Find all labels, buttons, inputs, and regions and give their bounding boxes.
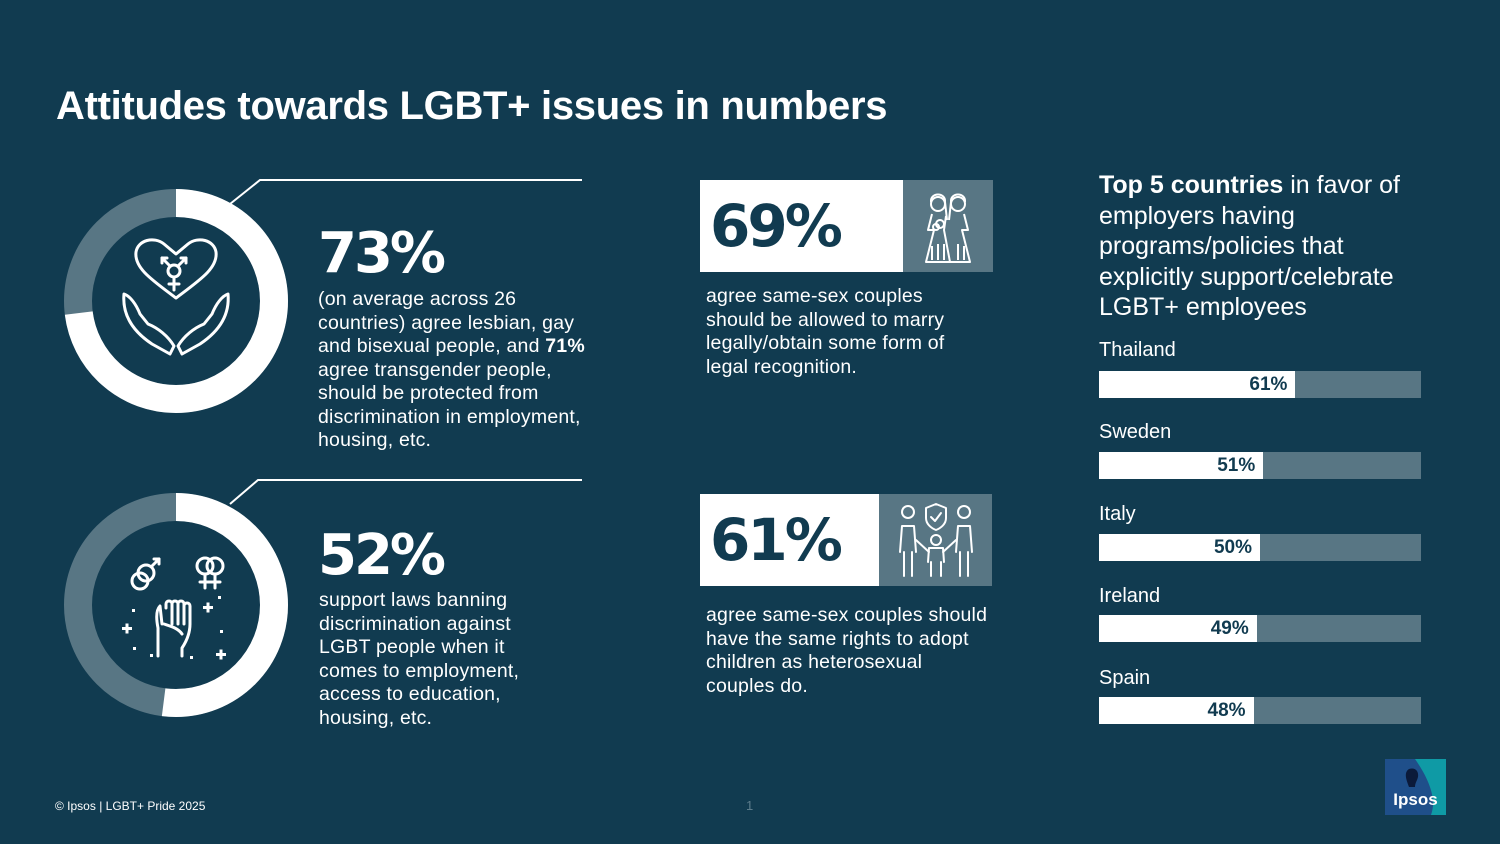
top-countries-heading-rest: in favor of employers having programs/po… [1099, 171, 1401, 321]
callout-line [229, 179, 582, 205]
donut-value-arc [64, 189, 288, 413]
stat-1-percent: 73% [318, 221, 446, 286]
bar-fill: 51% [1099, 452, 1264, 479]
bar-track: 48% [1099, 697, 1421, 724]
bar-track: 49% [1099, 615, 1421, 642]
country-name: Ireland [1099, 585, 1161, 607]
top-countries-heading: Top 5 countries in favor of employers ha… [1099, 170, 1439, 323]
logo-text: Ipsos [1393, 790, 1437, 809]
stat-4-icon-box [879, 494, 992, 586]
country-name: Thailand [1099, 339, 1176, 361]
stat-1-text-bold: 71% [545, 335, 585, 357]
two-brides-icon [925, 193, 971, 263]
stat-1-text-a: (on average across 26 countries) agree l… [318, 288, 575, 357]
bar-fill: 48% [1099, 697, 1254, 724]
stat-3-icon-box [903, 180, 993, 272]
donut-value-arc [64, 493, 288, 717]
stat-2-percent: 52% [318, 523, 446, 588]
callout-line [229, 479, 582, 505]
bar-track: 51% [1099, 452, 1421, 479]
stat-4-description: agree same-sex couples should have the s… [706, 604, 988, 697]
family-shield-icon [898, 503, 973, 577]
footer-copyright: © Ipsos | LGBT+ Pride 2025 [55, 799, 206, 813]
stat-2-graphic [64, 479, 582, 717]
bar-fill: 49% [1099, 615, 1257, 642]
country-name: Italy [1099, 503, 1136, 525]
ipsos-logo: Ipsos [1385, 759, 1446, 815]
stat-3-percent: 69% [710, 192, 843, 260]
stat-3-box: 69% [700, 180, 903, 272]
bar-track: 61% [1099, 371, 1421, 398]
country-name: Spain [1099, 667, 1151, 689]
bar-fill: 61% [1099, 371, 1296, 398]
stat-1-text-b: agree transgender people, should be prot… [318, 358, 581, 452]
stat-4-box: 61% [700, 494, 879, 586]
stat-2-description: support laws banning discrimination agai… [319, 589, 520, 729]
bar-fill: 50% [1099, 534, 1260, 561]
stat-1-graphic [64, 179, 582, 413]
raised-fist-gender-symbols-icon [130, 556, 225, 658]
country-name: Sweden [1099, 421, 1172, 443]
page-title: Attitudes towards LGBT+ issues in number… [56, 84, 888, 128]
bar-track: 50% [1099, 534, 1421, 561]
heart-hands-gender-icon [122, 238, 230, 356]
sparkle-decoration [122, 596, 226, 660]
stat-3-description: agree same-sex couples should be allowed… [706, 285, 945, 378]
top-countries-heading-bold: Top 5 countries [1099, 171, 1284, 199]
page-number: 1 [746, 798, 754, 813]
stat-4-percent: 61% [710, 506, 843, 574]
stat-1-description: (on average across 26 countries) agree l… [318, 288, 603, 453]
